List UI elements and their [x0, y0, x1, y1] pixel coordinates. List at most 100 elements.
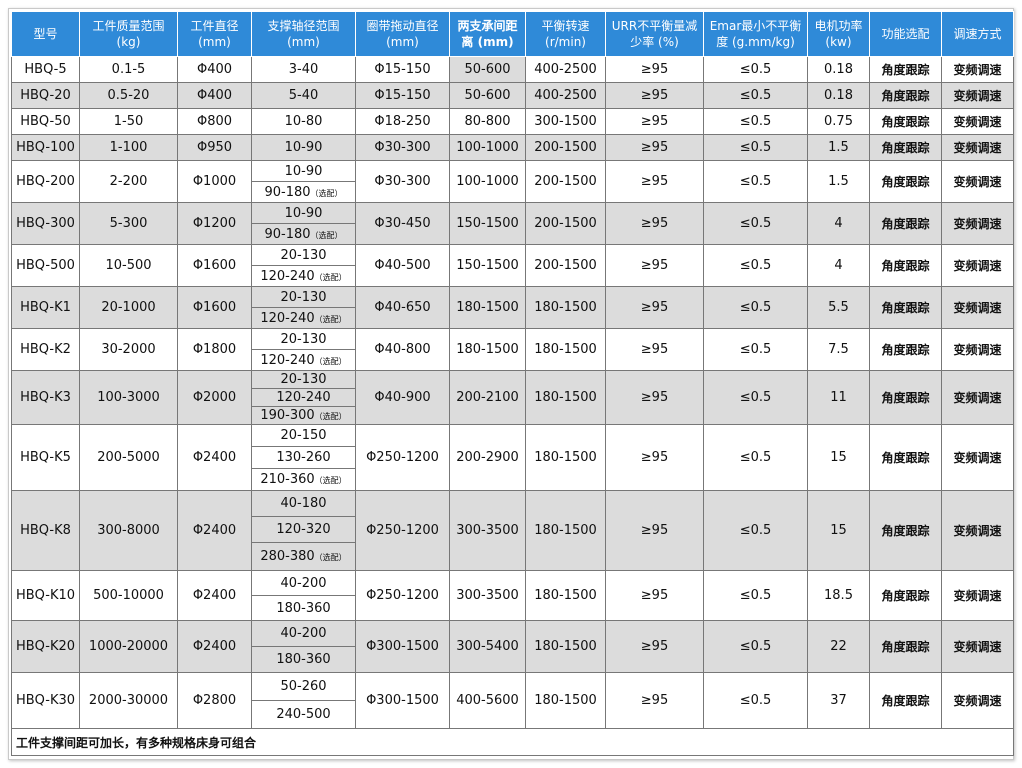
diameter-cell: Φ950 — [177, 134, 252, 161]
shaft-range-cell: 120-240（选配） — [251, 307, 356, 329]
diameter-cell: Φ2800 — [177, 672, 252, 729]
belt-diameter-cell: Φ40-500 — [355, 244, 450, 287]
header-line-1: 平衡转速 — [541, 19, 590, 33]
table-row: HBQ-100 1-100 Φ950 10-90 Φ30-300 100-1000 200-… — [11, 134, 1014, 161]
belt-diameter-cell: Φ40-800 — [355, 328, 450, 371]
bearing-span-cell: 150-1500 — [449, 202, 526, 245]
bearing-span-cell: 80-800 — [449, 108, 526, 135]
emar-cell: ≤0.5 — [703, 370, 808, 425]
table-row: 180-360 — [12, 595, 1014, 621]
optional-tag: （选配） — [314, 412, 347, 421]
model-cell: HBQ-K10 — [11, 570, 80, 621]
header-line-1: Emar最小不平衡 — [709, 19, 802, 33]
urr-cell: ≥95 — [605, 286, 704, 329]
shaft-range-value: 240-500 — [276, 707, 331, 722]
header-line-2: 少率 (%) — [630, 35, 679, 49]
power-cell: 0.18 — [807, 82, 870, 109]
power-cell: 11 — [807, 370, 870, 425]
bearing-span-cell: 200-2100 — [449, 370, 526, 425]
power-cell: 4 — [807, 202, 870, 245]
mass-range-cell: 100-3000 — [79, 370, 178, 425]
mass-range-cell: 300-8000 — [79, 490, 178, 571]
shaft-range-value: 40-180 — [280, 496, 327, 511]
bearing-span-cell: 50-600 — [449, 56, 526, 83]
function-cell: 角度跟踪 — [869, 244, 942, 287]
shaft-range-cell: 20-150 — [251, 424, 356, 447]
header-line-2: (kw) — [825, 35, 852, 49]
model-cell: HBQ-K1 — [11, 286, 80, 329]
function-cell: 角度跟踪 — [869, 620, 942, 673]
emar-cell: ≤0.5 — [703, 620, 808, 673]
belt-diameter-cell: Φ18-250 — [355, 108, 450, 135]
header-line-1: 支撑轴径范围 — [267, 19, 340, 33]
shaft-range-cell: 90-180（选配） — [251, 181, 356, 203]
function-cell: 角度跟踪 — [869, 56, 942, 83]
shaft-range-value: 120-240 — [260, 268, 315, 284]
urr-cell: ≥95 — [605, 570, 704, 621]
urr-cell: ≥95 — [605, 56, 704, 83]
speed-cell: 180-1500 — [525, 328, 606, 371]
emar-cell: ≤0.5 — [703, 202, 808, 245]
emar-cell: ≤0.5 — [703, 286, 808, 329]
table-row: HBQ-20 0.5-20 Φ400 5-40 Φ15-150 50-600 400-250… — [11, 82, 1014, 109]
table-row: 280-380（选配） — [12, 542, 1014, 571]
diameter-cell: Φ1800 — [177, 328, 252, 371]
emar-cell: ≤0.5 — [703, 328, 808, 371]
shaft-range-cell: 240-500 — [251, 700, 356, 729]
mass-range-cell: 500-10000 — [79, 570, 178, 621]
speed-cell: 200-1500 — [525, 160, 606, 203]
bearing-span-cell: 180-1500 — [449, 286, 526, 329]
mass-range-cell: 200-5000 — [79, 424, 178, 491]
model-cell: HBQ-5 — [11, 56, 80, 83]
power-cell: 15 — [807, 424, 870, 491]
shaft-range-value: 180-360 — [276, 600, 331, 616]
table-row: HBQ-300 5-300 Φ1200 10-90 Φ30-450 150-1500 200… — [11, 202, 1014, 245]
bearing-span-cell: 150-1500 — [449, 244, 526, 287]
belt-diameter-cell: Φ40-900 — [355, 370, 450, 425]
model-cell: HBQ-K20 — [11, 620, 80, 673]
emar-cell: ≤0.5 — [703, 424, 808, 491]
speed-cell: 180-1500 — [525, 672, 606, 729]
header-line-2: (mm) — [386, 35, 419, 49]
urr-cell: ≥95 — [605, 424, 704, 491]
table-row: HBQ-K5 200-5000 Φ2400 20-150 Φ250-1200 200-29… — [11, 424, 1014, 491]
table-row: 130-260 — [12, 446, 1014, 469]
shaft-range-cell: 120-240（选配） — [251, 265, 356, 287]
shaft-range-value: 20-130 — [280, 247, 327, 263]
header-line-1: 两支承间距 — [457, 19, 518, 33]
shaft-range-value: 40-200 — [280, 626, 327, 641]
header-cell: 圈带拖动直径 (mm) — [355, 11, 450, 57]
bearing-span-cell: 300-3500 — [449, 490, 526, 571]
model-cell: HBQ-500 — [11, 244, 80, 287]
function-cell: 角度跟踪 — [869, 82, 942, 109]
belt-diameter-cell: Φ15-150 — [355, 82, 450, 109]
shaft-range-cell: 10-90 — [251, 160, 356, 182]
shaft-range-value: 280-380 — [260, 549, 315, 564]
power-cell: 18.5 — [807, 570, 870, 621]
shaft-range-cell: 10-90 — [251, 202, 356, 224]
diameter-cell: Φ400 — [177, 56, 252, 83]
speed-mode-cell: 变频调速 — [941, 570, 1014, 621]
function-cell: 角度跟踪 — [869, 370, 942, 425]
function-cell: 角度跟踪 — [869, 160, 942, 203]
function-cell: 角度跟踪 — [869, 202, 942, 245]
table-header-row: 型号 工件质量范围 (kg) 工件直径 (mm) 支撑轴径范围 (mm) 圈带拖动直径 (mm)… — [11, 11, 1014, 57]
emar-cell: ≤0.5 — [703, 108, 808, 135]
header-line-1: 调速方式 — [953, 27, 1002, 41]
header-cell: 型号 — [11, 11, 80, 57]
speed-mode-cell: 变频调速 — [941, 82, 1014, 109]
shaft-range-cell: 40-200 — [251, 570, 356, 596]
table-row: HBQ-K20 1000-20000 Φ2400 40-200 Φ300-1500 300… — [11, 620, 1014, 673]
header-line-1: 电机功率 — [814, 19, 863, 33]
shaft-range-value: 10-90 — [284, 205, 323, 221]
model-cell: HBQ-K2 — [11, 328, 80, 371]
header-line-2: (mm) — [287, 35, 320, 49]
diameter-cell: Φ1000 — [177, 160, 252, 203]
function-cell: 角度跟踪 — [869, 570, 942, 621]
mass-range-cell: 2-200 — [79, 160, 178, 203]
shaft-range-cell: 180-360 — [251, 646, 356, 673]
table-row: HBQ-K10 500-10000 Φ2400 40-200 Φ250-1200 300-… — [11, 570, 1014, 621]
model-cell: HBQ-K3 — [11, 370, 80, 425]
header-line-2: 离 (mm) — [461, 35, 514, 49]
function-cell: 角度跟踪 — [869, 286, 942, 329]
